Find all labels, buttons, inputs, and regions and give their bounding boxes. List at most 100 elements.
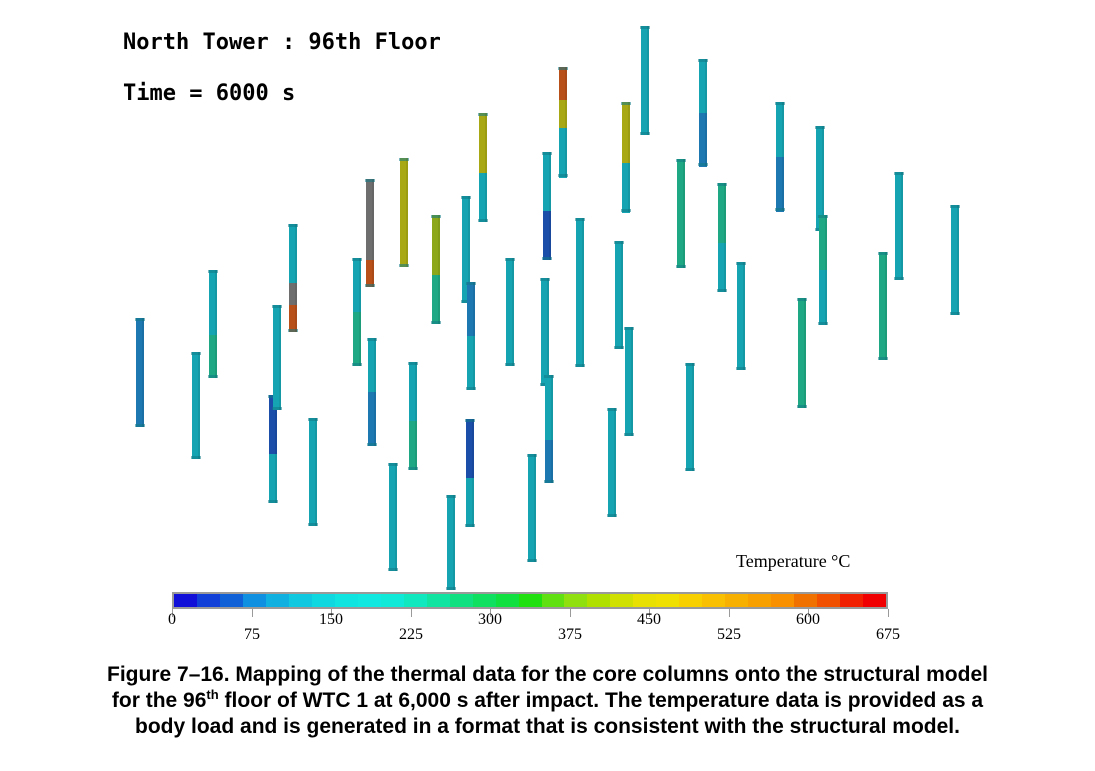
core-column xyxy=(818,215,828,325)
column-flange xyxy=(542,257,552,260)
column-segment xyxy=(366,260,374,287)
colorbar-segment xyxy=(587,594,611,607)
colorbar-tick-label: 0 xyxy=(168,611,176,628)
column-flange xyxy=(408,362,418,365)
column-flange xyxy=(272,305,282,308)
column-segment xyxy=(699,59,707,113)
column-flange xyxy=(208,270,218,273)
column-flange xyxy=(352,363,362,366)
column-segment xyxy=(686,363,694,471)
colorbar-tick-label: 525 xyxy=(717,626,741,643)
column-flange xyxy=(950,312,960,315)
core-column xyxy=(365,179,375,287)
column-segment xyxy=(466,478,474,527)
column-flange xyxy=(736,262,746,265)
core-column xyxy=(797,298,807,408)
core-column xyxy=(399,158,409,267)
column-segment xyxy=(951,205,959,315)
column-segment xyxy=(543,152,551,211)
column-flange xyxy=(352,258,362,261)
core-column xyxy=(540,278,550,386)
column-flange xyxy=(288,224,298,227)
core-column xyxy=(527,454,537,562)
colorbar-segment xyxy=(518,594,542,607)
core-column xyxy=(542,152,552,260)
column-flange xyxy=(408,467,418,470)
colorbar-segment xyxy=(449,594,473,607)
colorbar-segment xyxy=(633,594,657,607)
column-segment xyxy=(622,163,630,213)
column-flange xyxy=(878,357,888,360)
colorbar-segment xyxy=(334,594,358,607)
colorbar-segment xyxy=(242,594,266,607)
colorbar-segment xyxy=(380,594,404,607)
column-segment xyxy=(289,224,297,283)
column-segment xyxy=(798,298,806,408)
column-segment xyxy=(576,218,584,367)
column-segment xyxy=(432,275,440,324)
colorbar-segment xyxy=(357,594,381,607)
column-flange xyxy=(878,252,888,255)
column-flange xyxy=(527,559,537,562)
colorbar-segment xyxy=(426,594,450,607)
column-flange xyxy=(797,405,807,408)
colorbar-tick xyxy=(252,609,253,617)
column-flange xyxy=(624,327,634,330)
colorbar-segment xyxy=(219,594,243,607)
colorbar-tick-label: 450 xyxy=(637,611,661,628)
column-flange xyxy=(614,241,624,244)
column-segment xyxy=(269,454,277,503)
colorbar-segment xyxy=(817,594,841,607)
column-segment xyxy=(545,440,553,483)
column-segment xyxy=(467,282,475,336)
column-flange xyxy=(478,219,488,222)
column-flange xyxy=(685,468,695,471)
column-segment xyxy=(389,463,397,571)
column-segment xyxy=(816,126,824,231)
column-flange xyxy=(466,387,476,390)
column-flange xyxy=(431,321,441,324)
colorbar-segment xyxy=(541,594,565,607)
core-column xyxy=(614,241,624,349)
column-segment xyxy=(479,173,487,222)
column-segment xyxy=(895,172,903,280)
column-flange xyxy=(461,196,471,199)
column-segment xyxy=(466,419,474,478)
core-column xyxy=(505,258,515,366)
column-flange xyxy=(797,298,807,301)
column-segment xyxy=(677,159,685,268)
column-flange xyxy=(894,172,904,175)
column-flange xyxy=(446,495,456,498)
colorbar-tick xyxy=(570,609,571,617)
column-segment xyxy=(366,179,374,260)
column-flange xyxy=(775,208,785,211)
column-flange xyxy=(446,587,456,590)
column-flange xyxy=(575,364,585,367)
column-flange xyxy=(431,215,441,218)
column-segment xyxy=(776,157,784,212)
column-flange xyxy=(191,456,201,459)
core-column xyxy=(367,338,377,446)
column-segment xyxy=(545,375,553,440)
colorbar-tick-label: 225 xyxy=(399,626,423,643)
colorbar-segment xyxy=(656,594,680,607)
column-segment xyxy=(467,336,475,390)
column-flange xyxy=(698,163,708,166)
core-column xyxy=(736,262,746,370)
colorbar-segment xyxy=(288,594,312,607)
column-flange xyxy=(894,277,904,280)
column-segment xyxy=(559,128,567,178)
column-segment xyxy=(718,183,726,243)
core-column xyxy=(478,113,488,222)
column-flange xyxy=(624,433,634,436)
column-segment xyxy=(541,278,549,386)
column-flange xyxy=(815,126,825,129)
column-segment xyxy=(479,113,487,173)
column-segment xyxy=(353,312,361,366)
column-flange xyxy=(308,523,318,526)
column-flange xyxy=(544,375,554,378)
column-segment xyxy=(776,102,784,157)
column-flange xyxy=(505,363,515,366)
column-flange xyxy=(466,282,476,285)
